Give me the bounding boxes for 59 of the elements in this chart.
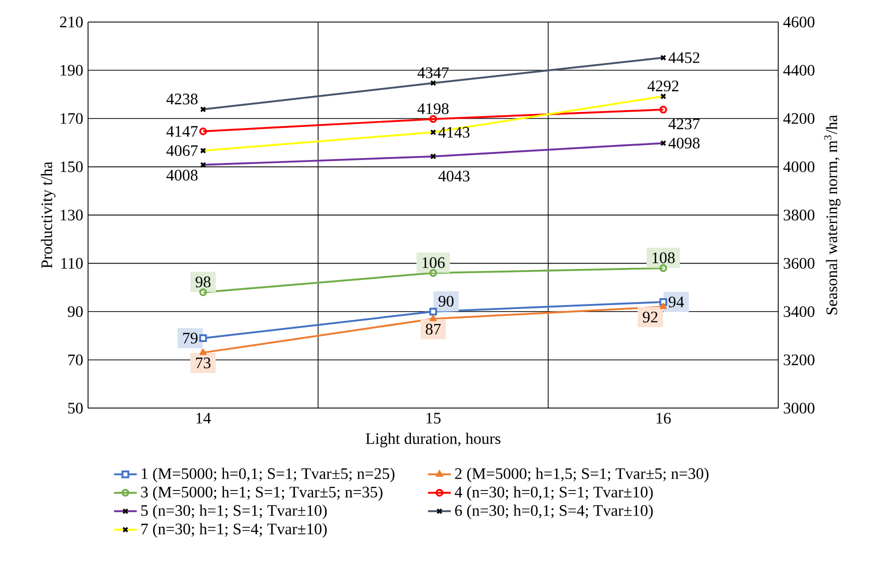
point: [429, 269, 438, 278]
point: [429, 115, 438, 124]
data-label: 4347: [417, 68, 449, 78]
y2-tick-label: 3600: [784, 258, 814, 269]
y-axis-title: Productivity t/ha: [40, 162, 56, 268]
data-label: 4067: [166, 145, 198, 156]
data-label: 106: [422, 257, 445, 268]
data-label: 90: [438, 296, 454, 307]
y-tick-label: 50: [68, 402, 83, 414]
y-tick-label: 70: [68, 354, 83, 366]
data-label: 4143: [438, 127, 470, 138]
data-label: 4147: [166, 126, 198, 137]
point: [200, 348, 207, 356]
x-tick-label: 14: [196, 413, 211, 424]
data-label: 4292: [648, 80, 678, 92]
y2-tick-label: 3000: [784, 402, 814, 414]
y2-tick-label: 3400: [784, 306, 814, 318]
data-label: 98: [196, 276, 210, 288]
y-tick-label: 210: [60, 16, 83, 28]
data-label: 4238: [166, 94, 198, 105]
data-label: 94: [668, 296, 684, 308]
y2-tick-label: 4400: [783, 65, 814, 76]
data-label: 4237: [668, 118, 700, 130]
y2-tick-label: 4600: [783, 16, 814, 28]
legend-label: 6 (n=30; h=0,1; S=4; Tvar±10): [455, 504, 653, 520]
y-tick-label: 190: [60, 65, 83, 76]
y-tick-label: 110: [61, 258, 83, 269]
data-label: 4043: [438, 170, 470, 182]
legend-label: 3 (M=5000; h=1; S=1; Tvar±5; n=35): [141, 486, 382, 501]
legend-label: 7 (n=30; h=1; S=4; Tvar±10): [141, 523, 327, 538]
data-label: 4098: [668, 138, 700, 149]
data-label: 108: [652, 252, 675, 264]
y-tick-label: 150: [60, 162, 83, 172]
data-label: 4008: [166, 170, 198, 181]
legend-label: 2 (M=5000; h=1,5; S=1; Tvar±5; n=30): [455, 468, 708, 483]
point: [429, 308, 438, 316]
x-tick-label: 15: [426, 413, 441, 424]
y2-tick-label: 4000: [783, 162, 814, 172]
y-tick-label: 130: [60, 210, 83, 221]
point: [430, 315, 437, 322]
x-tick-label: 16: [656, 413, 671, 424]
data-label: 4452: [668, 52, 700, 64]
legend-label: 4 (n=30; h=0,1; S=1; Tvar±10): [454, 486, 653, 501]
y-tick-label: 170: [60, 113, 83, 124]
data-label: 79: [183, 333, 198, 344]
x-axis-title: Light duration, hours: [366, 432, 500, 448]
data-label: 73: [196, 358, 210, 369]
y2-axis-title: Seasonal watering norm, m$^{3}$/ha: [824, 115, 841, 315]
data-label: 87: [426, 324, 441, 335]
y2-tick-label: 3800: [784, 210, 814, 221]
point: [660, 303, 667, 310]
data-label: 92: [642, 312, 658, 323]
y2-tick-label: 4200: [783, 113, 814, 124]
data-label: 4198: [417, 104, 449, 114]
legend-label: 1 (M=5000; h=0,1; S=1; Tvar±5; n=25): [142, 468, 394, 483]
y2-tick-label: 3200: [784, 354, 814, 366]
legend-label: 5 (n=30; h=1; S=1; Tvar±10): [141, 504, 327, 520]
y-tick-label: 90: [68, 306, 83, 318]
point: [199, 334, 207, 342]
